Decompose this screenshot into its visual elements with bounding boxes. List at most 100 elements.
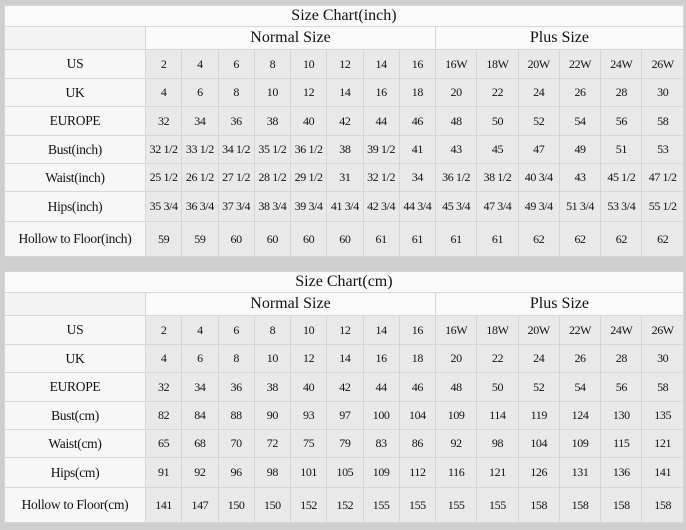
size-cell: 28 [600,344,643,373]
size-cell: 10 [253,344,292,373]
row-label: US [4,315,146,345]
size-cell: 24W [600,49,643,79]
size-cell: 18W [476,49,519,79]
size-cell: 155 [398,487,437,523]
size-cell: 26 [558,344,602,373]
size-cell: 12 [289,78,328,107]
size-cell: 44 [362,372,400,402]
size-cell: 135 [641,401,684,430]
size-cell: 115 [600,429,643,458]
plus-size-header: Plus Size [435,292,684,316]
size-cell: 34 [181,106,219,136]
size-cell: 14 [326,78,364,107]
size-cell: 158 [600,487,643,523]
size-cell: 2 [144,49,183,79]
size-cell: 39 3/4 [289,191,328,222]
chart-title: Size Chart(inch) [4,5,684,27]
row-label: Waist(inch) [4,163,146,192]
size-cell: 35 1/2 [253,135,292,164]
size-cell: 18W [476,315,519,345]
size-cell: 109 [362,457,400,488]
size-cell: 49 [558,135,602,164]
table-row: Hips(cm) 91 92 96 98 101 105 109 112 116 121 126 131… [4,457,684,488]
table-row: Bust(inch) 32 1/2 33 1/2 34 1/2 35 1/2 36 1/2… [4,135,684,164]
corner-cell [4,26,146,50]
size-cell: 2 [144,315,183,345]
size-cell: 36 [217,106,255,136]
size-cell: 68 [181,429,219,458]
size-cell: 24 [517,78,560,107]
size-cell: 61 [398,221,437,257]
size-cell: 58 [641,372,684,402]
size-cell: 50 [476,372,519,402]
size-cell: 88 [217,401,255,430]
size-cell: 41 3/4 [326,191,364,222]
size-cell: 98 [253,457,292,488]
size-cell: 59 [181,221,219,257]
size-cell: 38 [326,135,364,164]
size-cell: 22W [558,49,602,79]
chart-title: Size Chart(cm) [4,271,684,293]
size-cell: 34 1/2 [217,135,255,164]
size-cell: 36 3/4 [181,191,219,222]
row-label: Bust(inch) [4,135,146,164]
size-cell: 36 1/2 [434,163,478,192]
size-cell: 51 [600,135,643,164]
size-cell: 45 [476,135,519,164]
row-label: Hollow to Floor(cm) [4,487,146,523]
size-cell: 92 [181,457,219,488]
size-cell: 12 [289,344,328,373]
size-cell: 49 3/4 [517,191,560,222]
size-cell: 27 1/2 [217,163,255,192]
row-label: UK [4,344,146,373]
size-cell: 28 1/2 [253,163,292,192]
size-cell: 72 [253,429,292,458]
size-cell: 48 [434,372,478,402]
size-cell: 44 [362,106,400,136]
size-cell: 114 [476,401,519,430]
size-cell: 4 [181,315,219,345]
table-row: Hips(inch) 35 3/4 36 3/4 37 3/4 38 3/4 39 3/4… [4,191,684,222]
size-cell: 4 [144,344,183,373]
row-label: EUROPE [4,106,146,136]
size-cell: 141 [144,487,183,523]
size-cell: 75 [289,429,328,458]
size-cell: 33 1/2 [181,135,219,164]
size-cell: 62 [558,221,602,257]
size-cell: 40 [289,106,328,136]
size-cell: 97 [326,401,364,430]
size-cell: 25 1/2 [144,163,183,192]
size-cell: 22W [558,315,602,345]
size-cell: 147 [181,487,219,523]
size-cell: 16W [434,49,478,79]
size-cell: 96 [217,457,255,488]
size-cell: 4 [144,78,183,107]
size-cell: 141 [641,457,684,488]
size-cell: 119 [517,401,560,430]
size-cell: 47 [517,135,560,164]
size-cell: 20W [517,315,560,345]
table-row: UK 4 6 8 10 12 14 16 18 20 22 24 26 28 30 [4,78,684,107]
size-cell: 38 [253,372,292,402]
size-cell: 60 [326,221,364,257]
size-cell: 101 [289,457,328,488]
size-cell: 14 [326,344,364,373]
size-cell: 121 [641,429,684,458]
size-cell: 31 [326,163,364,192]
table-row: US 2 4 6 8 10 12 14 16 16W 18W 20W 22W 24W 26W [4,49,684,79]
size-cell: 124 [558,401,602,430]
size-cell: 53 [641,135,684,164]
plus-size-header: Plus Size [435,26,684,50]
size-cell: 121 [476,457,519,488]
size-cell: 38 1/2 [476,163,519,192]
size-cell: 42 [326,106,364,136]
size-cell: 62 [641,221,684,257]
size-cell: 54 [558,106,602,136]
size-cell: 16 [398,315,437,345]
size-cell: 131 [558,457,602,488]
row-label: Hips(inch) [4,191,146,222]
size-cell: 24 [517,344,560,373]
size-cell: 35 3/4 [144,191,183,222]
size-cell: 60 [217,221,255,257]
size-cell: 34 [181,372,219,402]
